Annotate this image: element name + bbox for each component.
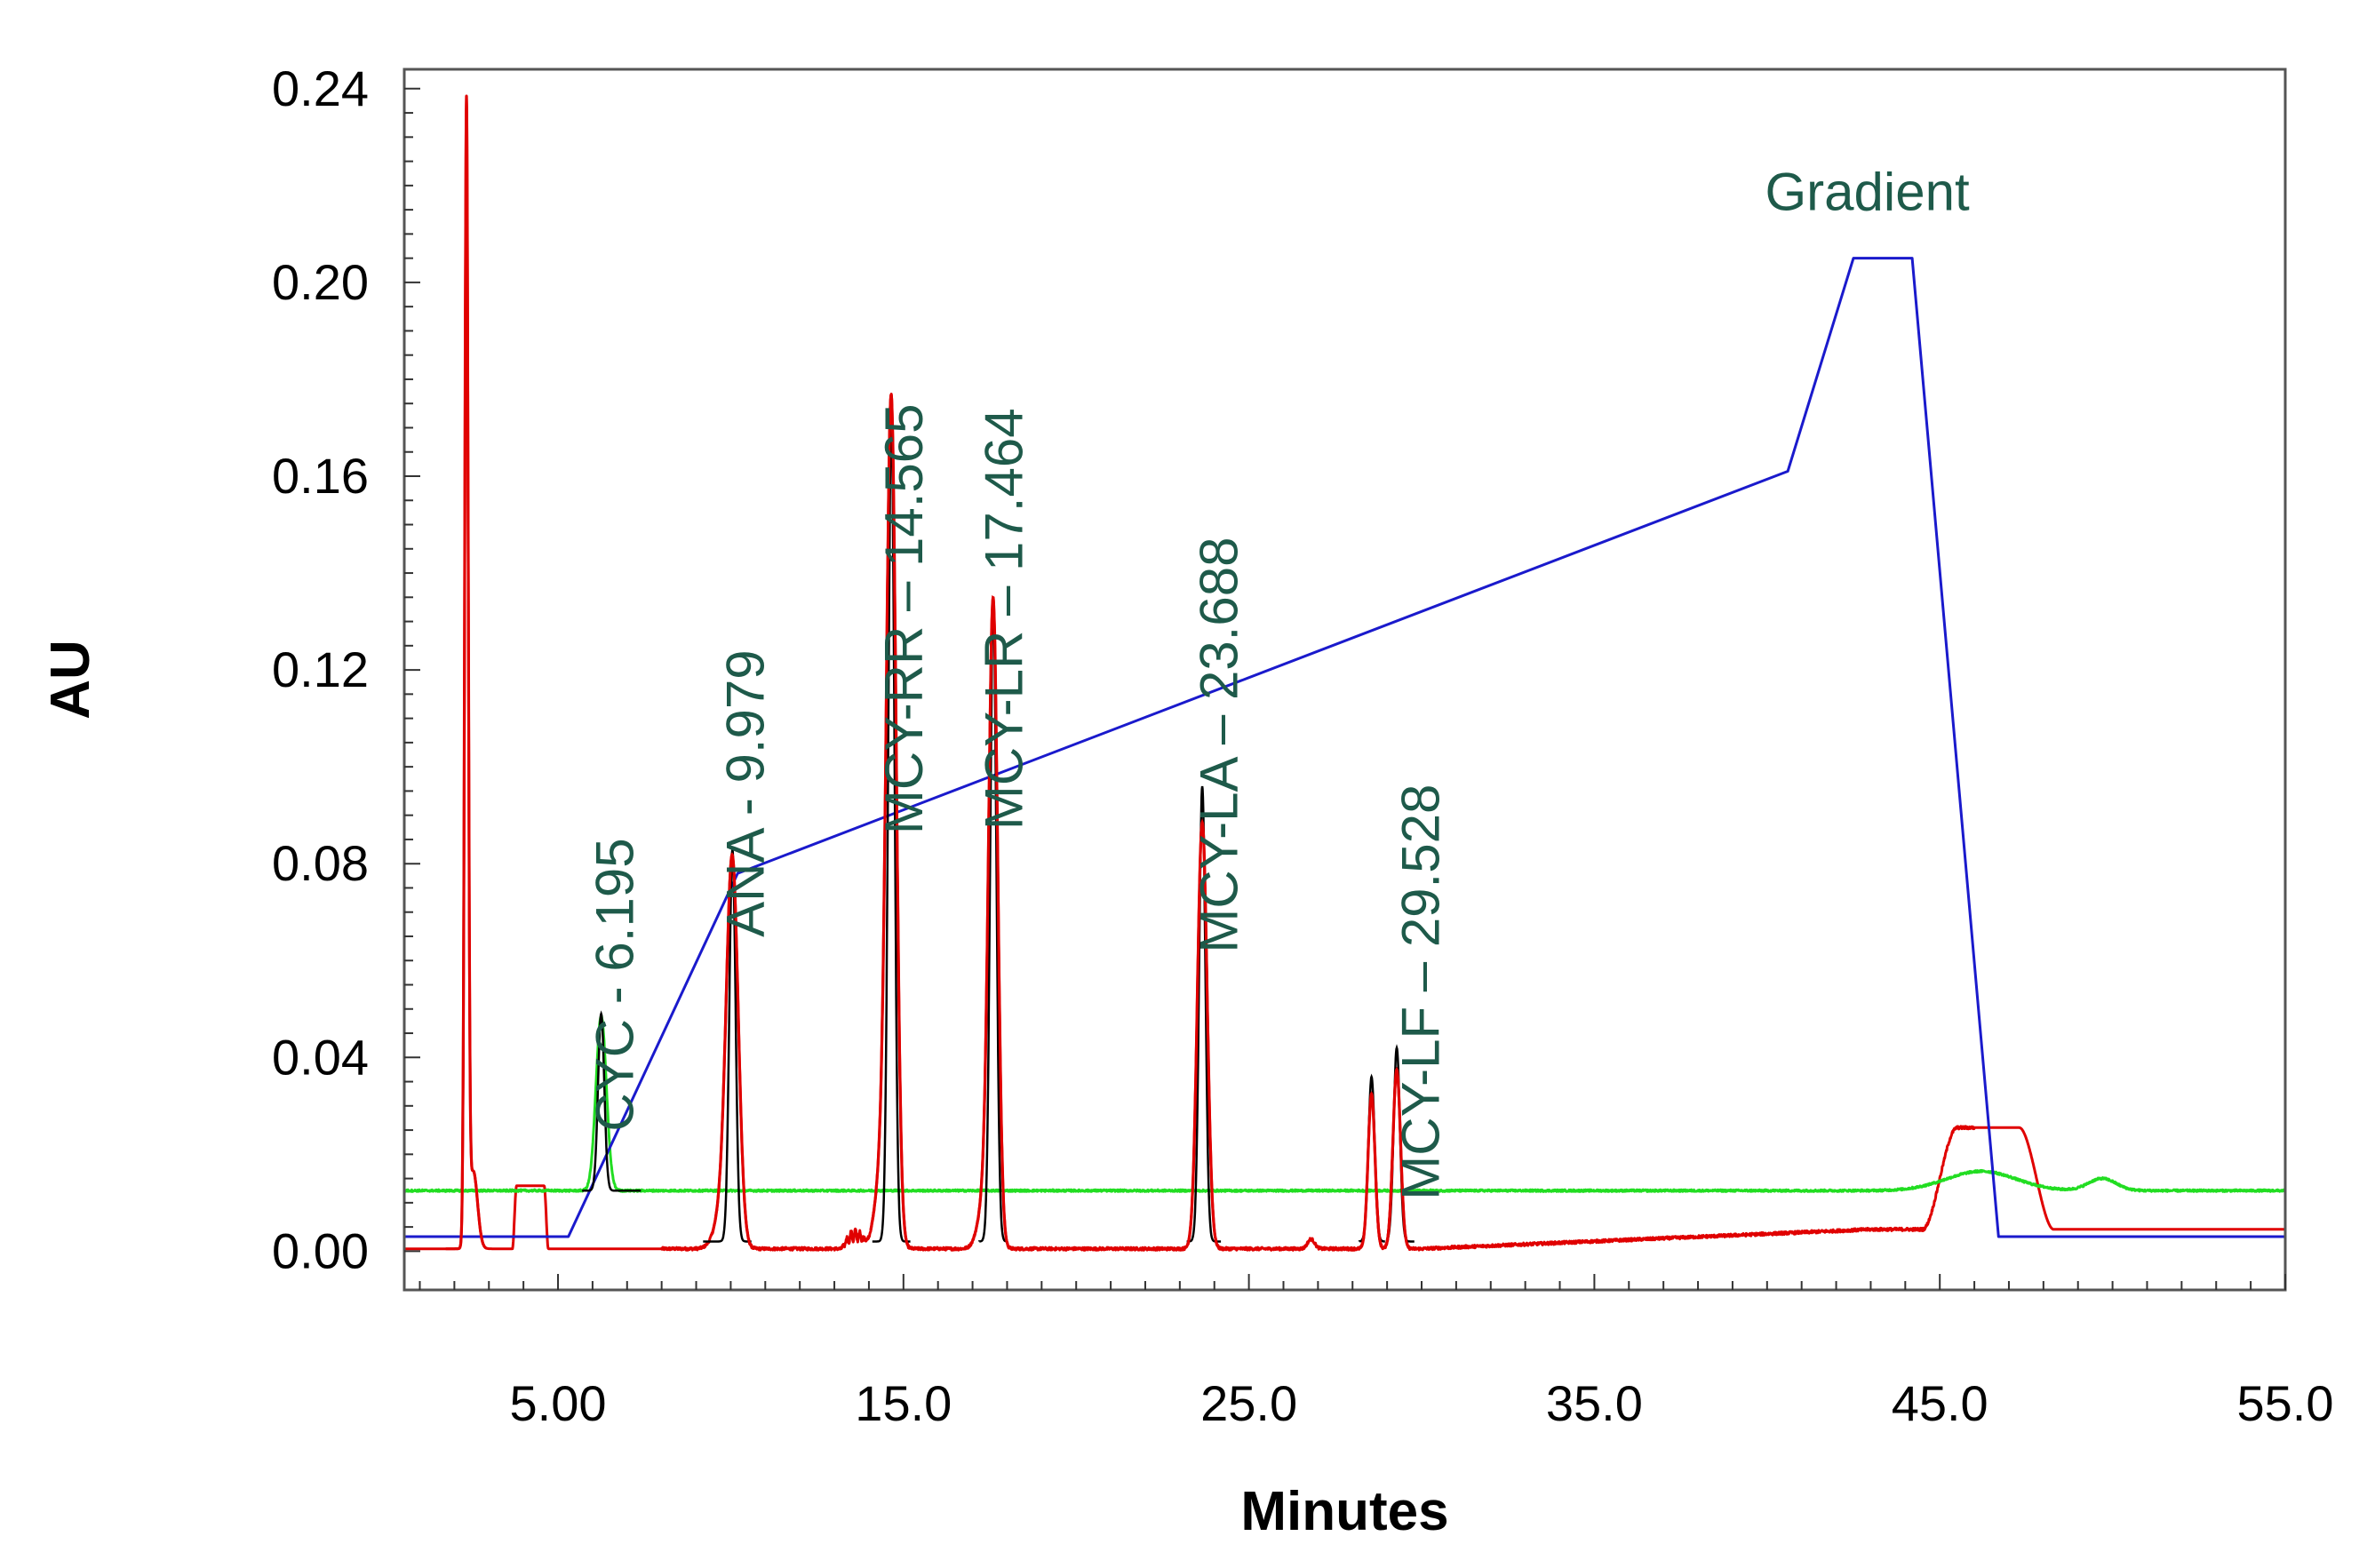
axes: 0.00 0.04 0.08 0.12 0.16 0.20 0.24 5.00 15.0 25.0… [40, 60, 2334, 1542]
red-peak-1 [710, 852, 754, 1250]
peak-label: MCY-LR – 17.464 [975, 408, 1034, 830]
integration-peak-0 [582, 1010, 642, 1192]
y-tick-label: 0.00 [272, 1222, 369, 1278]
y-tick-label: 0.12 [272, 641, 369, 697]
peak-label: CYC - 6.195 [586, 838, 645, 1131]
y-tick-label: 0.24 [272, 60, 369, 116]
peak-label: MCY-LA – 23.688 [1190, 537, 1249, 953]
gradient-label: Gradient [1765, 162, 1969, 221]
integration-peak-1 [703, 848, 752, 1243]
series-gradient [404, 257, 2285, 1238]
y-tick-label: 0.20 [272, 254, 369, 310]
y-axis-title: AU [40, 640, 101, 720]
labels: CYC - 6.195 ANA - 9.979 MCY-RR – 14.565 MCY… [586, 162, 1970, 1199]
peak-label: MCY-RR – 14.565 [874, 403, 934, 834]
red-peak-6 [1375, 1066, 1418, 1251]
peak-label: MCY-LF – 29.528 [1391, 784, 1451, 1200]
red-peak-2 [869, 394, 913, 1250]
x-tick-label: 45.0 [1892, 1375, 1988, 1431]
plot-area [404, 69, 2285, 1290]
peak-label: ANA - 9.979 [716, 649, 776, 937]
x-tick-label: 5.00 [510, 1375, 607, 1431]
plot-background [404, 69, 2285, 1290]
x-tick-label: 15.0 [855, 1375, 952, 1431]
y-tick-label: 0.04 [272, 1029, 369, 1085]
red-peak-3 [971, 594, 1015, 1251]
x-tick-label: 25.0 [1200, 1375, 1297, 1431]
red-peak-4 [1181, 818, 1223, 1251]
red-peak-0 [445, 95, 488, 1251]
plot-frame [402, 68, 2287, 1292]
x-axis-title: Minutes [1240, 1481, 1448, 1542]
y-tick-label: 0.08 [272, 835, 369, 891]
y-tick-label: 0.16 [272, 448, 369, 504]
x-tick-label: 35.0 [1546, 1375, 1643, 1431]
x-tick-label: 55.0 [2237, 1375, 2334, 1431]
